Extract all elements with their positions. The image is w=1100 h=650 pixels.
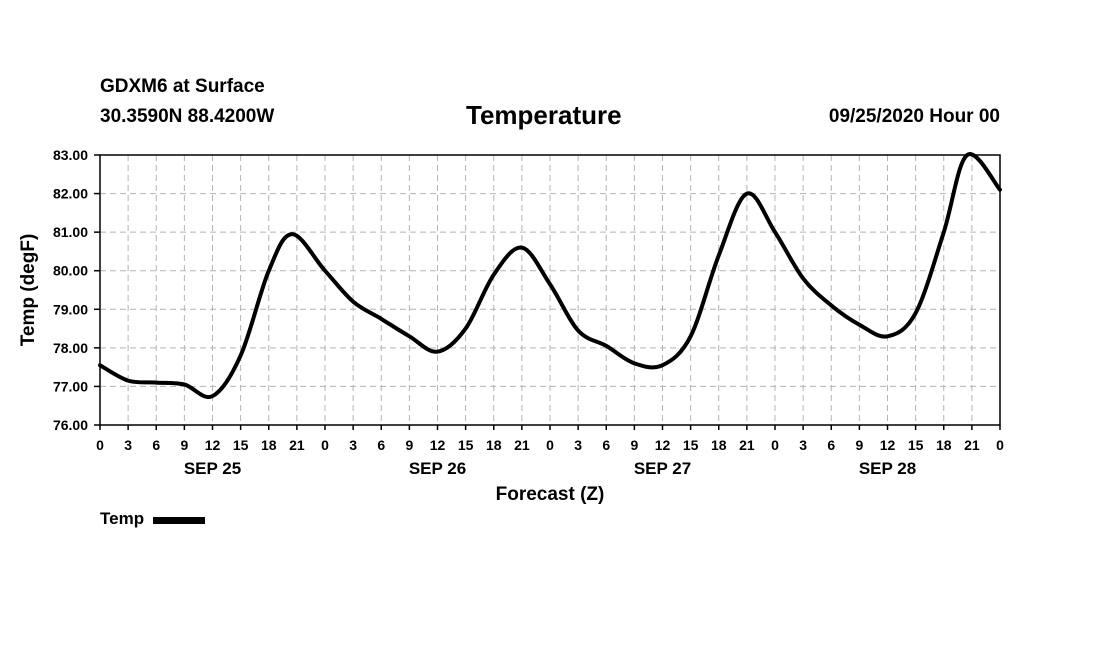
x-day-label: SEP 27	[634, 459, 691, 478]
temp-data-point	[942, 230, 946, 234]
temp-data-point	[267, 269, 271, 273]
forecast-datetime: 09/25/2020 Hour 00	[828, 106, 1000, 127]
y-tick-label: 80.00	[53, 263, 88, 279]
temp-data-point	[323, 269, 327, 273]
plot-frame	[99, 154, 1001, 426]
x-tick-label: 18	[711, 437, 727, 453]
temp-data-point	[914, 311, 918, 315]
x-axis-title: Forecast (Z)	[496, 484, 605, 505]
legend: Temp	[100, 509, 206, 529]
temp-data-point	[126, 379, 130, 383]
y-tick-label: 78.00	[53, 340, 88, 356]
temp-data-point	[689, 334, 693, 338]
y-tick-label: 79.00	[53, 301, 88, 317]
coordinates-label: 30.3590N 88.4200W	[100, 106, 275, 127]
temp-data-point	[773, 230, 777, 234]
x-tick-label: 21	[514, 437, 530, 453]
y-tick-label: 77.00	[53, 378, 88, 394]
legend-label: Temp	[100, 509, 145, 528]
x-tick-label: 18	[486, 437, 502, 453]
x-tick-label: 21	[289, 437, 305, 453]
temp-data-point	[182, 383, 186, 386]
x-day-label: SEP 25	[184, 459, 241, 478]
chart-title: Temperature	[466, 100, 622, 130]
x-tick-label: 6	[377, 437, 385, 453]
temp-data-point	[379, 317, 383, 321]
temp-data-point	[548, 282, 552, 286]
temp-data-point	[464, 327, 468, 331]
x-tick-label: 21	[964, 437, 980, 453]
temp-data-point	[520, 246, 524, 250]
x-day-label: SEP 26	[409, 459, 466, 478]
temp-data-point	[801, 276, 805, 280]
data-layer	[98, 152, 1002, 400]
temp-data-point	[661, 363, 664, 367]
x-tick-label: 0	[96, 437, 104, 453]
x-tick-label: 15	[233, 437, 249, 453]
x-tick-label: 3	[574, 437, 582, 453]
x-tick-label: 15	[458, 437, 474, 453]
y-tick-label: 81.00	[53, 224, 88, 240]
temp-data-point	[211, 394, 214, 398]
x-tick-label: 21	[739, 437, 755, 453]
x-tick-label: 15	[908, 437, 924, 453]
x-tick-label: 15	[683, 437, 699, 453]
temp-data-point	[492, 273, 496, 277]
temp-data-point	[436, 350, 439, 354]
temp-data-point	[829, 303, 833, 307]
temp-data-point	[407, 334, 411, 338]
x-tick-label: 9	[855, 437, 863, 453]
x-tick-label: 6	[602, 437, 610, 453]
temp-data-point	[717, 253, 721, 257]
x-tick-label: 12	[880, 437, 896, 453]
temp-data-point	[632, 361, 636, 365]
station-label: GDXM6 at Surface	[100, 76, 265, 97]
x-tick-label: 3	[349, 437, 357, 453]
x-tick-label: 12	[205, 437, 221, 453]
x-tick-label: 9	[405, 437, 413, 453]
x-tick-label: 18	[261, 437, 277, 453]
legend-line-swatch	[153, 517, 206, 524]
x-tick-label: 0	[321, 437, 329, 453]
x-tick-label: 18	[936, 437, 952, 453]
x-tick-label: 9	[630, 437, 638, 453]
x-tick-label: 12	[655, 437, 671, 453]
temp-data-point	[965, 153, 969, 157]
temp-data-point	[998, 188, 1002, 192]
temp-data-point	[290, 232, 294, 236]
temp-data-point	[886, 334, 889, 338]
grid-layer	[99, 154, 1001, 426]
x-tick-label: 6	[827, 437, 835, 453]
y-tick-label: 83.00	[53, 147, 88, 163]
y-axis-title: Temp (degF)	[18, 234, 39, 347]
x-tick-label: 0	[771, 437, 779, 453]
temp-data-point	[351, 300, 355, 304]
x-tick-label: 0	[996, 437, 1004, 453]
x-tick-label: 0	[546, 437, 554, 453]
y-tick-label: 82.00	[53, 186, 88, 202]
temp-data-point	[745, 192, 749, 196]
x-tick-label: 9	[180, 437, 188, 453]
x-tick-label: 12	[430, 437, 446, 453]
x-day-label: SEP 28	[859, 459, 916, 478]
temp-data-point	[98, 363, 102, 367]
temp-data-point	[239, 354, 243, 358]
x-tick-label: 3	[124, 437, 132, 453]
x-tick-label: 3	[799, 437, 807, 453]
temp-data-point	[154, 381, 158, 385]
x-tick-label: 6	[152, 437, 160, 453]
temp-data-point	[857, 323, 861, 327]
y-tick-label: 76.00	[53, 417, 88, 433]
temp-data-point	[604, 344, 608, 348]
temp-data-point	[576, 329, 580, 332]
axis-layer: 76.00 77.00 78.00 79.00 80.00 81.00 82.00 83.00…	[18, 147, 1004, 505]
